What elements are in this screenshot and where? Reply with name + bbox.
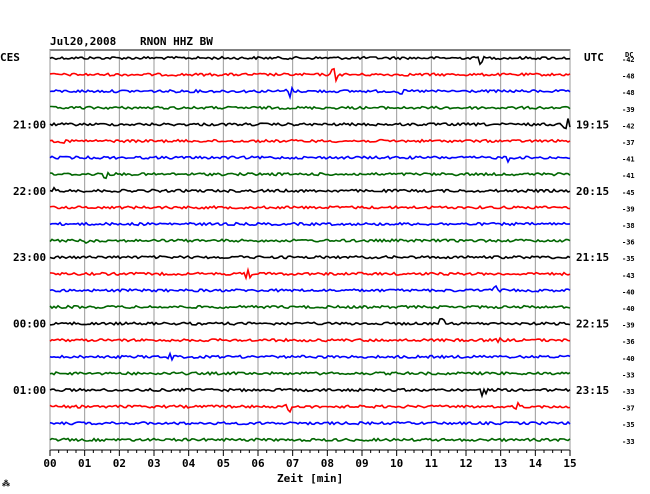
dc-offset-label: -37 xyxy=(622,139,635,147)
x-tick-label: 06 xyxy=(251,457,265,470)
x-axis-label: Zeit [min] xyxy=(277,472,343,485)
trace-row-7 xyxy=(49,171,571,180)
trace-row-19 xyxy=(49,370,571,376)
trace-row-6 xyxy=(49,155,571,164)
trace-row-11 xyxy=(49,238,571,245)
x-tick-label: 11 xyxy=(425,457,439,470)
trace-row-5 xyxy=(49,138,571,144)
trace-row-17 xyxy=(49,336,571,344)
dc-offset-label: -39 xyxy=(622,106,635,114)
dc-offset-label: -48 xyxy=(622,89,635,97)
dc-offset-label: -38 xyxy=(622,222,635,230)
trace-row-2 xyxy=(49,85,571,100)
dc-offset-label: -40 xyxy=(622,355,635,363)
x-tick-label: 14 xyxy=(529,457,543,470)
labels: Jul20,2008 RNON HHZ BW CES UTC DC Zeit [… xyxy=(0,35,635,488)
x-tick-label: 02 xyxy=(113,457,126,470)
dc-offset-label: -40 xyxy=(622,288,635,296)
dc-offset-label: -45 xyxy=(622,189,635,197)
x-tick-label: 05 xyxy=(217,457,230,470)
left-time-label: 22:00 xyxy=(13,185,46,198)
left-timezone: CES xyxy=(0,51,20,64)
dc-offset-label: -33 xyxy=(622,438,635,446)
right-time-label: 21:15 xyxy=(576,251,609,264)
dc-offset-label: -35 xyxy=(622,255,635,263)
dc-header: DC xyxy=(625,51,633,59)
trace-row-15 xyxy=(49,304,571,310)
left-time-label: 01:00 xyxy=(13,384,46,397)
trace-row-9 xyxy=(49,204,571,210)
dc-offset-label: -39 xyxy=(622,205,635,213)
chart-station: RNON HHZ BW xyxy=(140,35,213,48)
trace-row-13 xyxy=(49,266,571,281)
x-tick-label: 04 xyxy=(182,457,196,470)
right-time-label: 23:15 xyxy=(576,384,609,397)
dc-offset-label: -35 xyxy=(622,421,635,429)
trace-row-14 xyxy=(49,284,571,293)
x-tick-label: 08 xyxy=(321,457,334,470)
trace-row-22 xyxy=(49,420,571,426)
right-time-label: 20:15 xyxy=(576,185,609,198)
left-time-label: 21:00 xyxy=(13,118,46,131)
x-tick-label: 00 xyxy=(43,457,56,470)
trace-row-23 xyxy=(49,437,571,443)
dc-offset-label: -33 xyxy=(622,388,635,396)
dc-offset-label: -33 xyxy=(622,371,635,379)
dc-offset-label: -40 xyxy=(622,305,635,313)
trace-row-18 xyxy=(49,351,571,362)
dc-offset-label: -36 xyxy=(622,338,635,346)
right-time-label: 22:15 xyxy=(576,318,609,331)
right-time-label: 19:15 xyxy=(576,118,609,131)
x-tick-label: 07 xyxy=(286,457,299,470)
trace-row-1 xyxy=(49,67,571,84)
dc-offset-label: -36 xyxy=(622,239,635,247)
x-tick-label: 03 xyxy=(147,457,160,470)
x-tick-label: 10 xyxy=(390,457,403,470)
trace-row-4 xyxy=(49,118,571,130)
traces xyxy=(49,55,571,443)
x-tick-label: 13 xyxy=(494,457,507,470)
dc-offset-label: -42 xyxy=(622,56,635,64)
dc-offset-label: -39 xyxy=(622,322,635,330)
x-tick-label: 12 xyxy=(459,457,472,470)
dc-offset-label: -48 xyxy=(622,73,635,81)
chart-date: Jul20,2008 xyxy=(50,35,116,48)
grid xyxy=(49,49,571,456)
trace-row-20 xyxy=(49,387,571,399)
trace-row-10 xyxy=(49,221,571,227)
x-tick-label: 09 xyxy=(355,457,368,470)
trace-row-16 xyxy=(49,317,571,327)
x-tick-label: 15 xyxy=(563,457,576,470)
trace-row-8 xyxy=(49,186,571,194)
dc-offset-label: -42 xyxy=(622,122,635,130)
footer-mark: ⁂ xyxy=(2,478,10,488)
trace-row-3 xyxy=(50,105,571,111)
dc-offset-label: -37 xyxy=(622,405,635,413)
trace-row-0 xyxy=(49,55,571,66)
trace-row-12 xyxy=(49,254,571,260)
dc-offset-label: -43 xyxy=(622,272,635,280)
x-tick-label: 01 xyxy=(78,457,92,470)
dc-offset-label: -41 xyxy=(622,156,635,164)
right-timezone: UTC xyxy=(584,51,604,64)
dc-offset-label: -41 xyxy=(622,172,635,180)
left-time-label: 23:00 xyxy=(13,251,46,264)
trace-row-21 xyxy=(49,401,571,414)
left-time-label: 00:00 xyxy=(13,318,46,331)
